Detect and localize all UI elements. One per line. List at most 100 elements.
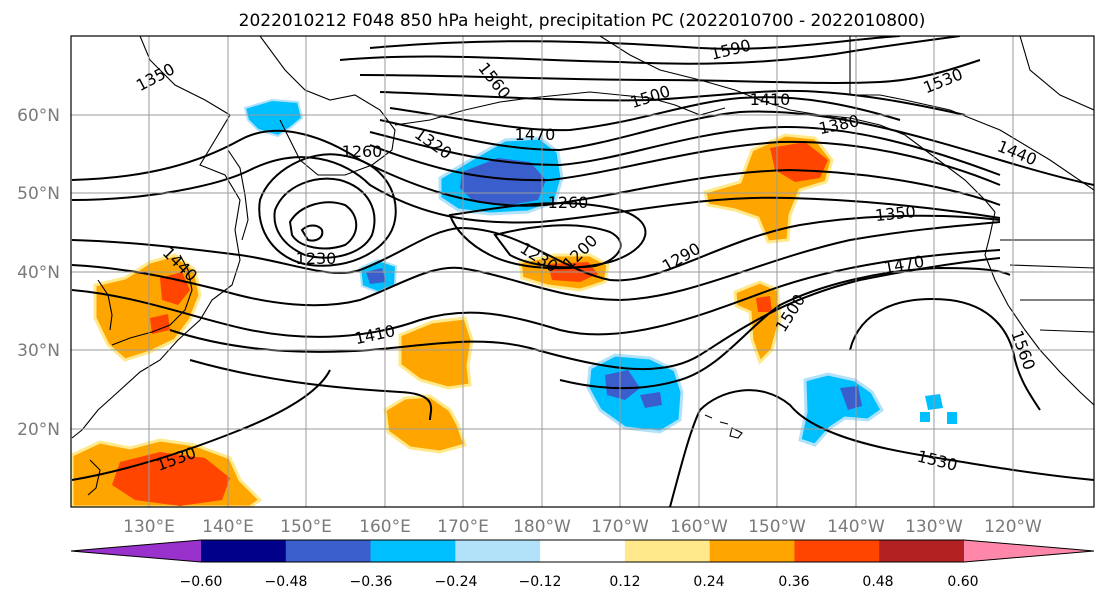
colorbar-segment (709, 540, 795, 562)
contour-1380 (369, 140, 1001, 186)
colorbar-segment (540, 540, 626, 562)
contour-1500-east (559, 266, 1011, 390)
coastline-aleutians (394, 91, 726, 126)
precip-patch-japan-core (150, 272, 190, 334)
precip-patch-east-small (920, 394, 957, 424)
contour-label: 1350 (874, 202, 916, 225)
coastline-north-america (984, 211, 1094, 406)
lat-label: 50°N (17, 184, 60, 204)
precip-patch-southwest-core (112, 452, 230, 506)
lon-label: 160°W (670, 517, 728, 537)
precip-patch-gulf-core (770, 142, 828, 182)
map-frame (70, 35, 1095, 508)
lon-label: 180°W (513, 517, 571, 537)
coastline-alaska (599, 36, 996, 213)
contour-1320 (71, 156, 1001, 224)
lon-label: 150°E (280, 517, 332, 537)
colorbar-segment (879, 540, 965, 562)
lat-label: 30°N (17, 341, 60, 361)
colorbar: −0.60 −0.48 −0.36 −0.24 −0.12 0.12 0.24 … (70, 539, 1095, 590)
contour-1440 (379, 110, 1094, 186)
colorbar-segment (455, 540, 541, 562)
coastline-sakhalin (227, 149, 249, 241)
contour-1530-n (359, 59, 981, 84)
contour-1410 (369, 126, 1001, 176)
contour-1560-e (849, 298, 1041, 411)
lon-label: 120°W (984, 517, 1042, 537)
colorbar-extend-low (71, 540, 201, 562)
lat-label: 20°N (17, 420, 60, 440)
contour-1230-low (288, 201, 358, 250)
lon-label: 140°E (202, 517, 254, 537)
contour-1530-s (71, 369, 331, 481)
contour-1290 (71, 214, 1001, 282)
lat-label: 60°N (17, 106, 60, 126)
map-panel: 1350 1560 1590 1500 1470 1410 1530 1380 … (70, 35, 1095, 508)
colorbar-segment (370, 540, 456, 562)
lon-label: 170°E (437, 517, 489, 537)
colorbar-tick-label: 0.36 (778, 574, 809, 590)
precip-patch-hawaii-north-core (605, 370, 662, 408)
precip-patch-aleutian-core (460, 158, 546, 206)
contour-label: 1230 (296, 249, 337, 268)
contour-1590 (369, 36, 901, 50)
longitude-labels: 130°E 140°E 150°E 160°E 170°E 180°W 170°… (123, 517, 1042, 537)
contour-1470-s (169, 257, 1001, 371)
coastline-hawaii (704, 414, 743, 439)
colorbar-tick-label: −0.48 (265, 574, 308, 590)
contour-label: 1260 (342, 142, 383, 161)
colorbar-extend-high (964, 540, 1094, 562)
latitude-labels: 60°N 50°N 40°N 30°N 20°N (17, 106, 60, 440)
coastline-korea-taiwan (87, 279, 113, 496)
coastline-asia (71, 36, 241, 439)
coastline-kamchatka (259, 36, 396, 176)
colorbar-segment (201, 540, 287, 562)
coastline-us-states (1000, 239, 1094, 333)
contour-label: 1410 (750, 90, 791, 109)
contour-1230-mid (493, 224, 622, 269)
lat-label: 40°N (17, 263, 60, 283)
contour-1290-low (258, 153, 397, 267)
colorbar-tick-label: −0.24 (435, 574, 478, 590)
colorbar-segment (794, 540, 880, 562)
contour-1500-s (189, 359, 433, 421)
lon-label: 140°W (827, 517, 885, 537)
contour-1470 (389, 96, 901, 132)
contour-1350 (71, 129, 1001, 207)
coastline-japan (111, 254, 193, 346)
lon-label: 130°E (123, 517, 175, 537)
colorbar-tick-label: −0.12 (519, 574, 562, 590)
colorbar-tick-label: 0.24 (693, 574, 724, 590)
colorbar-tick-label: 0.12 (609, 574, 640, 590)
coastlines (71, 36, 1094, 496)
contour-1560 (339, 36, 961, 65)
colorbar-segment (285, 540, 372, 562)
lon-label: 160°E (359, 517, 411, 537)
contour-1410-s (71, 249, 1001, 338)
figure-title: 2022010212 F048 850 hPa height, precipit… (239, 11, 926, 31)
contour-1500-n (379, 89, 966, 116)
lon-label: 170°W (591, 517, 649, 537)
colorbar-segment (624, 540, 711, 562)
precip-shading (71, 98, 957, 507)
height-contours (71, 36, 1094, 507)
colorbar-tick-label: 0.60 (947, 574, 978, 590)
precip-patch-pacific-west (398, 316, 474, 390)
contour-label: 1260 (548, 193, 589, 212)
colorbar-ticks: −0.60 −0.48 −0.36 −0.24 −0.12 0.12 0.24 … (180, 574, 979, 590)
graticule (71, 36, 1094, 507)
lon-label: 150°W (748, 517, 806, 537)
colorbar-tick-label: 0.48 (862, 574, 893, 590)
colorbar-outline (70, 539, 1095, 563)
colorbar-segments (70, 539, 1095, 563)
precip-patch-central-core (756, 296, 772, 312)
contour-1200-low (300, 224, 324, 242)
contour-1530-se (669, 389, 1094, 507)
lon-label: 130°W (905, 517, 963, 537)
contour-label: 1470 (515, 125, 556, 144)
contour-1260-low (273, 177, 376, 259)
precip-patch-kamchatka (243, 98, 304, 138)
colorbar-tick-label: −0.60 (180, 574, 223, 590)
colorbar-tick-label: −0.36 (350, 574, 393, 590)
precip-patch-pacific-sw (383, 394, 467, 454)
